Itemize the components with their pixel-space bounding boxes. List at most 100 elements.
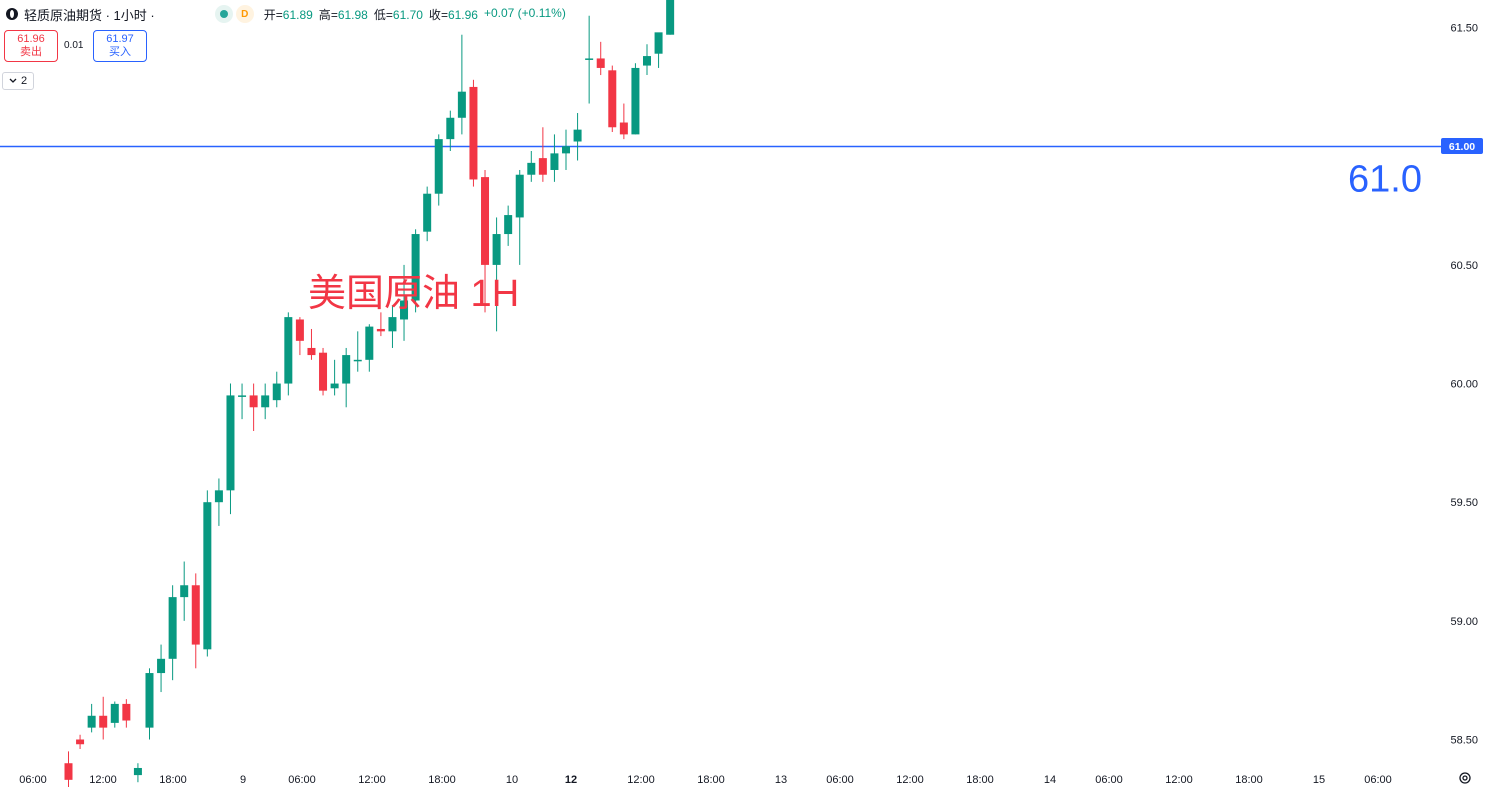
candle-body — [376, 328, 385, 332]
candle-body — [515, 174, 524, 218]
candle-body — [388, 317, 397, 332]
delayed-data-badge: D — [235, 5, 254, 23]
candle[interactable] — [619, 103, 628, 140]
candle[interactable] — [180, 561, 189, 621]
buy-label: 买入 — [109, 46, 131, 58]
market-status[interactable]: D — [214, 5, 254, 23]
candle[interactable] — [376, 312, 385, 337]
candle[interactable] — [319, 347, 328, 396]
candle-body — [191, 585, 200, 645]
candle[interactable] — [145, 668, 154, 740]
indicator-toggle[interactable]: 2 — [2, 72, 34, 90]
candle-body — [353, 359, 362, 362]
price-level-tag-bg — [1441, 138, 1483, 154]
candle[interactable] — [666, 0, 675, 35]
candle[interactable] — [261, 383, 270, 420]
candle[interactable] — [631, 63, 640, 135]
candle[interactable] — [330, 359, 339, 396]
x-tick-label: 18:00 — [697, 774, 725, 786]
candle[interactable] — [596, 41, 605, 76]
price-level-tag: 61.00 — [1441, 138, 1483, 154]
x-tick-label: 18:00 — [966, 774, 994, 786]
candle[interactable] — [388, 305, 397, 348]
candle[interactable] — [423, 186, 432, 242]
x-tick-label: 06:00 — [1095, 774, 1123, 786]
candle[interactable] — [238, 383, 247, 420]
candle[interactable] — [214, 478, 223, 526]
candle-body — [573, 129, 582, 142]
candle-body — [596, 58, 605, 68]
candle[interactable] — [157, 644, 166, 693]
candle-body — [434, 139, 443, 194]
candle[interactable] — [527, 150, 536, 182]
candle[interactable] — [64, 751, 73, 787]
candle[interactable] — [446, 110, 455, 151]
candle[interactable] — [365, 324, 374, 372]
spread-value: 0.01 — [64, 40, 84, 51]
settings-gear-icon[interactable] — [1458, 771, 1472, 785]
candle[interactable] — [585, 15, 594, 104]
candle[interactable] — [353, 331, 362, 372]
buy-button[interactable]: 61.97 买入 — [93, 30, 147, 62]
candle-body — [481, 177, 490, 265]
candle[interactable] — [168, 585, 177, 681]
y-tick-label: 59.00 — [1450, 616, 1478, 628]
candle[interactable] — [99, 696, 108, 740]
symbol-title[interactable]: 轻质原油期货 · 1小时 · — [24, 7, 155, 23]
candle[interactable] — [608, 65, 617, 133]
candle[interactable] — [481, 169, 490, 313]
sell-button[interactable]: 61.96 卖出 — [4, 30, 58, 62]
candle[interactable] — [307, 328, 316, 360]
candle[interactable] — [272, 371, 281, 408]
candle-body — [145, 673, 154, 728]
x-tick-label: 12:00 — [896, 774, 924, 786]
y-tick-label: 58.50 — [1450, 735, 1478, 747]
candle[interactable] — [411, 229, 420, 313]
y-tick-label: 61.50 — [1450, 23, 1478, 35]
candle[interactable] — [492, 217, 501, 332]
candle-body — [272, 383, 281, 401]
candle[interactable] — [643, 44, 651, 76]
candle[interactable] — [87, 703, 96, 733]
candle[interactable] — [110, 701, 119, 728]
candle[interactable] — [550, 134, 559, 182]
candle[interactable] — [504, 205, 513, 246]
ohlc-open: 开=61.89 — [263, 7, 313, 22]
x-tick-label: 06:00 — [1364, 774, 1392, 786]
candle[interactable] — [457, 34, 466, 135]
candle[interactable] — [573, 113, 582, 161]
y-tick-label: 59.50 — [1450, 497, 1478, 509]
candle[interactable] — [515, 169, 524, 265]
candle[interactable] — [538, 127, 547, 182]
candle[interactable] — [295, 317, 304, 356]
candle-body — [249, 395, 258, 408]
y-tick-label: 60.50 — [1450, 260, 1478, 272]
x-tick-label: 14 — [1044, 774, 1056, 786]
candle[interactable] — [400, 264, 409, 341]
candle[interactable] — [76, 734, 85, 749]
candle-body — [619, 122, 628, 135]
candle[interactable] — [284, 312, 293, 396]
candle-body — [99, 715, 108, 728]
candle-body — [168, 597, 177, 659]
candle[interactable] — [342, 347, 351, 408]
chart-header: 轻质原油期货 · 1小时 · D 开=61.89 高=61.98 低=61.70… — [6, 5, 566, 23]
candle[interactable] — [226, 383, 235, 515]
candle-body — [469, 86, 478, 180]
candle[interactable] — [654, 32, 663, 68]
x-tick-label: 18:00 — [159, 774, 187, 786]
candle[interactable] — [249, 383, 258, 432]
candle[interactable] — [133, 763, 142, 783]
candle[interactable] — [122, 699, 131, 728]
ohlc-low: 低=61.70 — [373, 7, 423, 22]
candle[interactable] — [434, 134, 443, 206]
sell-price: 61.96 — [17, 33, 45, 45]
chart-annotation: 美国原油 1H — [308, 273, 519, 315]
candle[interactable] — [191, 573, 200, 669]
candle[interactable] — [469, 79, 478, 187]
candle[interactable] — [562, 129, 571, 170]
x-tick-label: 15 — [1313, 774, 1325, 786]
candle-body — [133, 767, 142, 776]
candle[interactable] — [203, 490, 212, 657]
